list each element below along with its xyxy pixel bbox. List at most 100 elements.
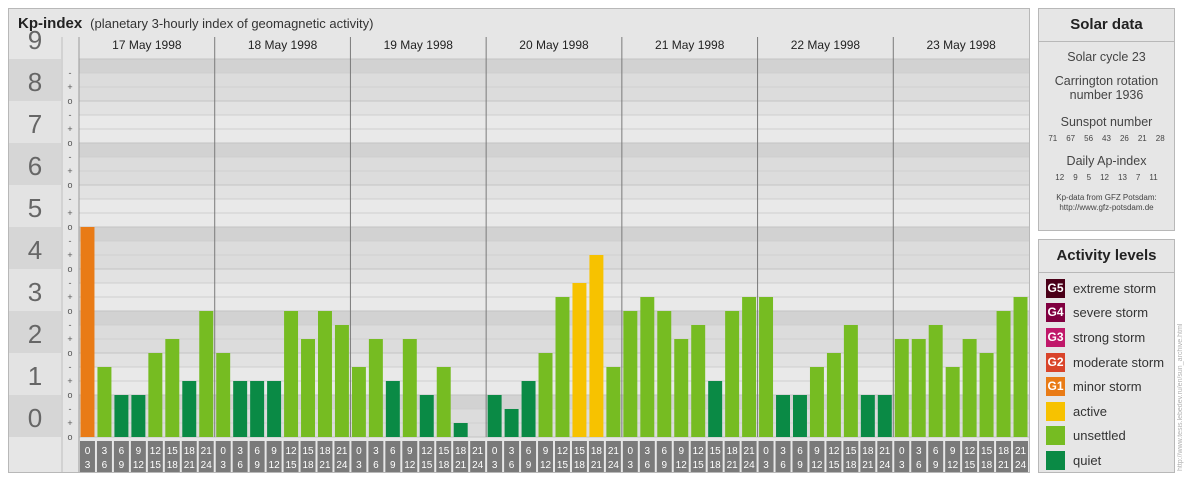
hour-start-label: 0: [628, 446, 634, 457]
activity-level-item: G3 strong storm: [1039, 325, 1174, 350]
kp-bar: [216, 353, 231, 437]
activity-level-item: G5 extreme storm: [1039, 276, 1174, 301]
minor-tick-label: +: [67, 250, 72, 260]
hour-cell: [419, 441, 435, 472]
hour-end-label: 15: [964, 460, 976, 471]
minor-tick-label: +: [67, 166, 72, 176]
ap-value: 5: [1086, 173, 1092, 182]
hour-cell: [656, 441, 672, 472]
kp-bar: [419, 395, 434, 437]
level-swatch: G3: [1046, 327, 1065, 347]
kp-bar: [453, 423, 468, 437]
y-tick-label: 8: [28, 67, 42, 97]
ap-value: 7: [1135, 173, 1141, 182]
hour-cell: [96, 441, 112, 472]
hour-start-label: 18: [591, 446, 603, 457]
hour-start-label: 12: [693, 446, 705, 457]
y-tick-label: 7: [28, 109, 42, 139]
hour-cell: [945, 441, 961, 472]
kp-bar: [776, 395, 790, 437]
hour-start-label: 9: [543, 446, 549, 457]
hour-cell: [147, 441, 163, 472]
day-label: 22 May 1998: [791, 38, 861, 52]
hour-cell: [283, 441, 299, 472]
hour-cell: [334, 441, 350, 472]
kp-bar: [996, 311, 1011, 437]
hour-start-label: 3: [645, 446, 651, 457]
hour-end-label: 12: [133, 460, 145, 471]
minor-tick-label: o: [67, 96, 72, 106]
hour-start-label: 21: [879, 446, 891, 457]
kp-bar: [809, 366, 824, 437]
hour-end-label: 3: [85, 460, 91, 471]
hour-end-label: 3: [492, 460, 498, 471]
hour-end-label: 9: [797, 460, 803, 471]
solar-cycle: Solar cycle 23: [1067, 50, 1146, 64]
hour-end-label: 21: [591, 460, 603, 471]
hour-start-label: 9: [678, 446, 684, 457]
kp-bar: [436, 366, 451, 437]
hour-start-label: 15: [302, 446, 314, 457]
kp-bar: [623, 311, 638, 437]
hour-start-label: 6: [390, 446, 396, 457]
hour-start-label: 6: [526, 446, 532, 457]
minor-tick-label: -: [69, 278, 72, 288]
minor-tick-label: -: [69, 404, 72, 414]
hour-end-label: 15: [285, 460, 297, 471]
hour-start-label: 12: [421, 446, 433, 457]
hour-cell: [453, 441, 469, 472]
hour-end-label: 9: [933, 460, 939, 471]
minor-tick-label: +: [67, 208, 72, 218]
hour-cell: [571, 441, 587, 472]
level-label: moderate storm: [1073, 354, 1165, 370]
hour-start-label: 12: [557, 446, 569, 457]
hour-cell: [368, 441, 384, 472]
day-label: 18 May 1998: [248, 38, 318, 52]
level-label: strong storm: [1073, 329, 1146, 345]
level-label: quiet: [1073, 452, 1102, 468]
hour-start-label: 3: [373, 446, 379, 457]
hour-end-label: 24: [336, 460, 348, 471]
hour-end-label: 15: [828, 460, 840, 471]
kp-bar: [233, 381, 248, 437]
chart-subtitle: (planetary 3-hourly index of geomagnetic…: [90, 16, 374, 31]
minor-tick-label: +: [67, 82, 72, 92]
kp-bar: [793, 395, 807, 437]
hour-cell: [470, 441, 486, 472]
hour-cell: [436, 441, 452, 472]
chart-title: Kp-index: [18, 15, 83, 32]
hour-cell: [707, 441, 723, 472]
kp-bar: [385, 381, 400, 437]
minor-tick-label: +: [67, 418, 72, 428]
kp-bar: [725, 311, 740, 437]
kp-bar: [114, 395, 129, 437]
kp-bar: [759, 297, 774, 437]
hour-cell: [792, 441, 808, 472]
kp-bar: [182, 381, 197, 437]
hour-start-label: 9: [136, 446, 142, 457]
kp-bar: [606, 366, 621, 437]
hour-start-label: 0: [220, 446, 226, 457]
minor-tick-label: -: [69, 152, 72, 162]
y-label-band: [9, 227, 61, 269]
kp-bar: [148, 353, 163, 437]
kp-bar: [521, 381, 536, 437]
y-label-band: [9, 143, 61, 185]
kp-bar: [928, 324, 943, 437]
day-label: 23 May 1998: [926, 38, 996, 52]
hour-start-label: 21: [336, 446, 348, 457]
hour-start-label: 12: [828, 446, 840, 457]
hour-cell: [351, 441, 367, 472]
hour-end-label: 12: [540, 460, 552, 471]
hour-end-label: 12: [269, 460, 281, 471]
level-label: extreme storm: [1073, 280, 1157, 296]
hour-cell: [996, 441, 1012, 472]
activity-level-item: G1 minor storm: [1039, 374, 1174, 399]
hour-start-label: 12: [964, 446, 976, 457]
hour-start-label: 6: [661, 446, 667, 457]
hour-cell: [741, 441, 757, 472]
y-label-band: [9, 353, 61, 395]
hour-end-label: 24: [744, 460, 756, 471]
hour-end-label: 24: [1015, 460, 1027, 471]
kp-bar: [402, 339, 417, 437]
